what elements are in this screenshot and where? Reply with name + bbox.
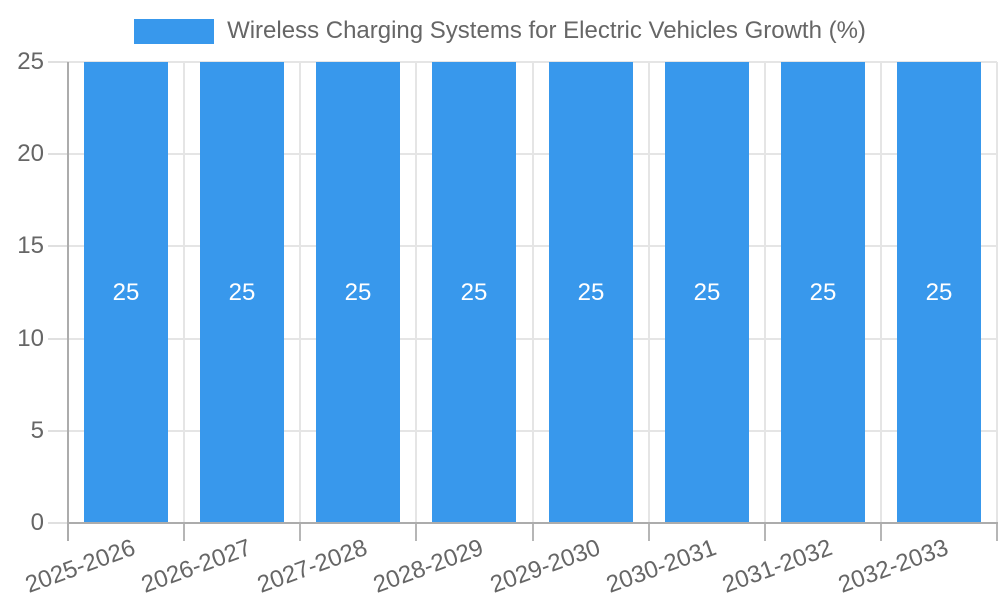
bar[interactable] bbox=[549, 62, 633, 523]
x-axis-tick-label: 2025-2026 bbox=[21, 534, 139, 599]
x-tick-mark bbox=[299, 523, 301, 541]
x-gridline bbox=[299, 62, 301, 523]
x-gridline bbox=[415, 62, 417, 523]
x-axis-tick-label: 2028-2029 bbox=[369, 534, 487, 599]
y-axis-tick-label: 20 bbox=[17, 140, 44, 167]
x-axis-tick-label: 2031-2032 bbox=[718, 534, 836, 599]
y-axis-tick-label: 10 bbox=[17, 325, 44, 352]
y-tick-mark bbox=[48, 430, 68, 432]
y-tick-mark bbox=[48, 522, 68, 524]
x-gridline bbox=[880, 62, 882, 523]
x-axis-tick-label: 2027-2028 bbox=[253, 534, 371, 599]
bar[interactable] bbox=[432, 62, 516, 523]
bar[interactable] bbox=[84, 62, 168, 523]
x-tick-mark bbox=[183, 523, 185, 541]
y-axis-line bbox=[67, 62, 69, 541]
legend-label: Wireless Charging Systems for Electric V… bbox=[227, 17, 866, 44]
legend-color-swatch bbox=[134, 18, 215, 44]
y-tick-mark bbox=[48, 245, 68, 247]
x-axis-line bbox=[67, 522, 998, 524]
x-gridline bbox=[648, 62, 650, 523]
x-axis-tick-label: 2032-2033 bbox=[834, 534, 952, 599]
x-gridline bbox=[183, 62, 185, 523]
x-tick-mark bbox=[532, 523, 534, 541]
x-tick-mark bbox=[648, 523, 650, 541]
x-tick-mark bbox=[996, 523, 998, 541]
x-axis-tick-label: 2026-2027 bbox=[137, 534, 255, 599]
legend-item[interactable]: Wireless Charging Systems for Electric V… bbox=[0, 17, 1000, 45]
bar[interactable] bbox=[200, 62, 284, 523]
y-axis-tick-label: 25 bbox=[17, 48, 44, 75]
x-tick-mark bbox=[764, 523, 766, 541]
y-axis-tick-label: 15 bbox=[17, 232, 44, 259]
bar[interactable] bbox=[781, 62, 865, 523]
bar-value-label: 25 bbox=[344, 279, 372, 306]
bar-value-label: 25 bbox=[577, 279, 605, 306]
x-axis-tick-label: 2030-2031 bbox=[602, 534, 720, 599]
x-tick-mark bbox=[880, 523, 882, 541]
bar-value-label: 25 bbox=[460, 279, 488, 306]
x-tick-mark bbox=[415, 523, 417, 541]
x-gridline bbox=[764, 62, 766, 523]
x-gridline bbox=[532, 62, 534, 523]
x-gridline bbox=[996, 62, 998, 523]
bar[interactable] bbox=[897, 62, 981, 523]
x-axis-tick-label: 2029-2030 bbox=[486, 534, 604, 599]
bar-value-label: 25 bbox=[693, 279, 721, 306]
bar-value-label: 25 bbox=[112, 279, 140, 306]
y-tick-mark bbox=[48, 338, 68, 340]
bar-value-label: 25 bbox=[228, 279, 256, 306]
bar-value-label: 25 bbox=[925, 279, 953, 306]
bar[interactable] bbox=[665, 62, 749, 523]
bar[interactable] bbox=[316, 62, 400, 523]
bar-value-label: 25 bbox=[809, 279, 837, 306]
y-tick-mark bbox=[48, 153, 68, 155]
y-axis-tick-label: 0 bbox=[30, 509, 44, 536]
y-tick-mark bbox=[48, 61, 68, 63]
y-axis-tick-label: 5 bbox=[30, 417, 44, 444]
